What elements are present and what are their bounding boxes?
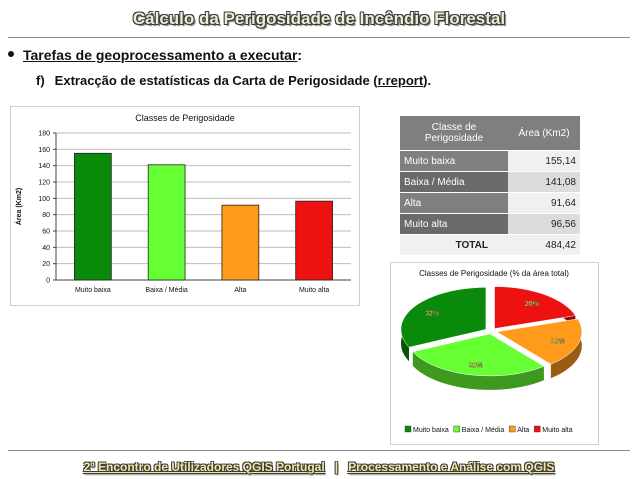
row-value: 155,14 xyxy=(508,150,580,172)
footer-right: Processamento e Análise com QGIS xyxy=(348,460,555,474)
bar-y-tick-label: 20 xyxy=(42,261,50,268)
pie-slice xyxy=(496,318,583,365)
footer: 2º Encontro de Utilizadores QGIS Portuga… xyxy=(0,460,638,474)
table-header-row: Classe de Perigosidade Área (Km2) xyxy=(400,116,580,151)
pie-slice xyxy=(494,286,576,329)
bar xyxy=(295,200,333,281)
table-row: Alta 91,64 xyxy=(400,192,580,214)
slide-title: Cálculo da Perigosidade de Incêndio Flor… xyxy=(132,9,506,28)
sub-item: f) Extracção de estatísticas da Carta de … xyxy=(36,73,431,88)
pie-legend-label: Muito baixa xyxy=(413,427,449,434)
pie-slice-label: 20% xyxy=(525,301,540,308)
bar xyxy=(147,164,186,281)
pie-slice-side xyxy=(550,318,582,379)
bar-x-tick-label: Muito alta xyxy=(299,287,329,294)
bar-chart: Classes de Perigosidade Área (Km2) 0 20 40 60… xyxy=(10,106,360,306)
bar-y-tick-label: 160 xyxy=(38,147,50,154)
bar-y-tick-label: 0 xyxy=(46,278,50,285)
pie-legend-swatch xyxy=(534,425,541,433)
stats-table: Classe de Perigosidade Área (Km2) Muito … xyxy=(400,116,580,256)
pie-chart-svg: Classes de Perigosidade (% da área total… xyxy=(400,269,583,434)
pie-chart: Classes de Perigosidade (% da área total… xyxy=(390,262,599,445)
total-value: 484,42 xyxy=(508,234,580,256)
footer-left: 2º Encontro de Utilizadores QGIS Portuga… xyxy=(83,460,325,474)
bar-chart-title: Classes de Perigosidade xyxy=(135,113,235,123)
row-value: 91,64 xyxy=(508,192,580,214)
bar-y-axis-label: Área (Km2) xyxy=(14,188,23,225)
table-row: Muito alta 96,56 xyxy=(400,213,580,235)
bar-y-tick-label: 140 xyxy=(38,163,50,170)
row-value: 96,56 xyxy=(508,213,580,235)
table-row: Baixa / Média 141,08 xyxy=(400,171,580,193)
pie-legend-label: Baixa / Média xyxy=(462,427,505,434)
pie-slice xyxy=(400,287,487,348)
row-label: Muito alta xyxy=(400,213,508,235)
pie-legend-swatch xyxy=(404,425,412,433)
pie-legend-swatch xyxy=(509,425,516,433)
footer-divider xyxy=(8,450,630,451)
bar-y-tick-label: 120 xyxy=(38,180,50,187)
bar xyxy=(221,204,260,281)
table-row: Muito baixa 155,14 xyxy=(400,150,580,172)
bar-x-tick-label: Muito baixa xyxy=(75,287,111,294)
bar-x-tick-label: Alta xyxy=(234,287,246,294)
pie-legend-swatch xyxy=(453,425,460,433)
bullet-text: Tarefas de geoprocessamento a executar xyxy=(23,47,298,63)
pie-slice xyxy=(412,333,545,377)
pie-slice-label: 19% xyxy=(551,339,566,346)
bar-y-tick-label: 60 xyxy=(42,229,50,236)
row-label: Baixa / Média xyxy=(400,171,508,193)
pie-chart-title: Classes de Perigosidade (% da área total… xyxy=(419,269,569,278)
header-area: Área (Km2) xyxy=(508,116,580,151)
row-label: Alta xyxy=(400,192,508,214)
pie-slice-side xyxy=(412,351,544,390)
bar-y-tick-label: 180 xyxy=(38,131,50,138)
table-total-row: TOTAL 484,42 xyxy=(400,234,580,256)
footer-separator: | xyxy=(334,460,339,474)
bullet-dot-icon xyxy=(8,51,14,58)
pie-slice-label: 32% xyxy=(425,311,440,318)
bar-y-tick-label: 80 xyxy=(42,212,50,219)
title-divider xyxy=(8,37,630,38)
bar-y-tick-label: 40 xyxy=(42,245,50,252)
bar-y-tick-label: 100 xyxy=(38,196,50,203)
sub-item-end: ). xyxy=(423,73,432,88)
bullet-item: Tarefas de geoprocessamento a executar: xyxy=(8,47,302,63)
total-label: TOTAL xyxy=(400,234,508,256)
bar xyxy=(74,152,112,281)
r-report-link[interactable]: r.report xyxy=(377,73,424,88)
row-label: Muito baixa xyxy=(400,150,508,172)
pie-legend-label: Alta xyxy=(517,427,529,434)
sub-item-label: f) xyxy=(36,73,45,88)
pie-slice-label: 29% xyxy=(469,363,484,370)
header-class: Classe de Perigosidade xyxy=(400,116,508,151)
pie-legend-label: Muito alta xyxy=(542,427,572,434)
row-value: 141,08 xyxy=(508,171,580,193)
bar-x-tick-label: Baixa / Média xyxy=(145,287,188,294)
bullet-colon: : xyxy=(297,47,303,63)
sub-item-text: Extracção de estatísticas da Carta de Pe… xyxy=(54,73,378,88)
bar-chart-svg: Classes de Perigosidade Área (Km2) 0 20 40 60… xyxy=(14,113,351,294)
